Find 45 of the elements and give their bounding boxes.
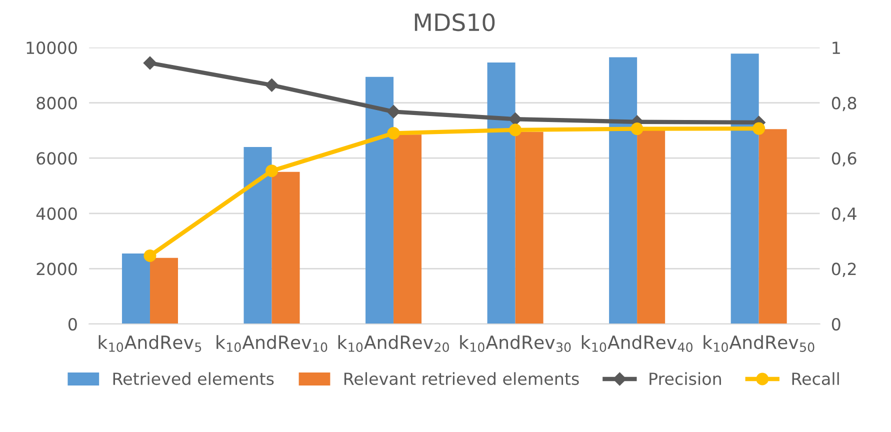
point (509, 124, 522, 136)
y2-tick-label: 1 (832, 42, 840, 54)
bar (730, 54, 759, 324)
x-tick-label: k$_{10}$AndRev$_{20}$ (338, 335, 449, 352)
point (144, 249, 156, 262)
x-tick-label: k$_{10}$AndRev$_{40}$ (582, 335, 692, 352)
legend-label: Precision (650, 372, 721, 386)
point (143, 56, 157, 70)
point (387, 126, 400, 140)
bar (244, 147, 272, 324)
point (265, 78, 278, 92)
y-tick-label: 6000 (36, 152, 77, 165)
y-tick-label: 2000 (36, 262, 77, 276)
chart-title: MDS10 (414, 13, 495, 32)
bar (609, 57, 638, 324)
x-tick-label: k$_{10}$AndRev$_{30}$ (460, 335, 571, 352)
bar (487, 62, 516, 324)
point (630, 122, 644, 136)
point (752, 122, 766, 135)
y2-tick-label: 0 (832, 318, 840, 331)
y-tick-label: 4000 (36, 207, 77, 220)
bar (272, 172, 300, 324)
point (386, 105, 400, 118)
x-tick-label: k$_{10}$AndRev$_{50}$ (704, 335, 814, 352)
y2-tick-label: 0,8 (832, 96, 856, 112)
point (508, 112, 522, 126)
y2-tick-label: 0,2 (832, 262, 856, 277)
bar (637, 130, 666, 324)
legend-label: Recall (792, 372, 839, 386)
bar (122, 254, 150, 324)
y2-tick-label: 0,6 (832, 152, 856, 166)
y-tick-label: 10000 (26, 41, 77, 54)
x-tick-label: k$_{10}$AndRev$_{10}$ (216, 335, 328, 352)
y2-tick-label: 0,4 (832, 207, 856, 222)
x-tick-label: k$_{10}$AndRev$_{5}$ (98, 335, 202, 352)
bar (150, 258, 178, 324)
y-tick-label: 8000 (36, 96, 77, 110)
bar (515, 132, 544, 324)
legend-label: Relevant retrieved elements (344, 372, 579, 386)
point (266, 164, 278, 178)
bar (758, 129, 787, 324)
bar (366, 76, 394, 324)
legend-label: Retrieved elements (113, 372, 274, 386)
bar (394, 134, 422, 324)
y-tick-label: 0 (68, 318, 77, 331)
